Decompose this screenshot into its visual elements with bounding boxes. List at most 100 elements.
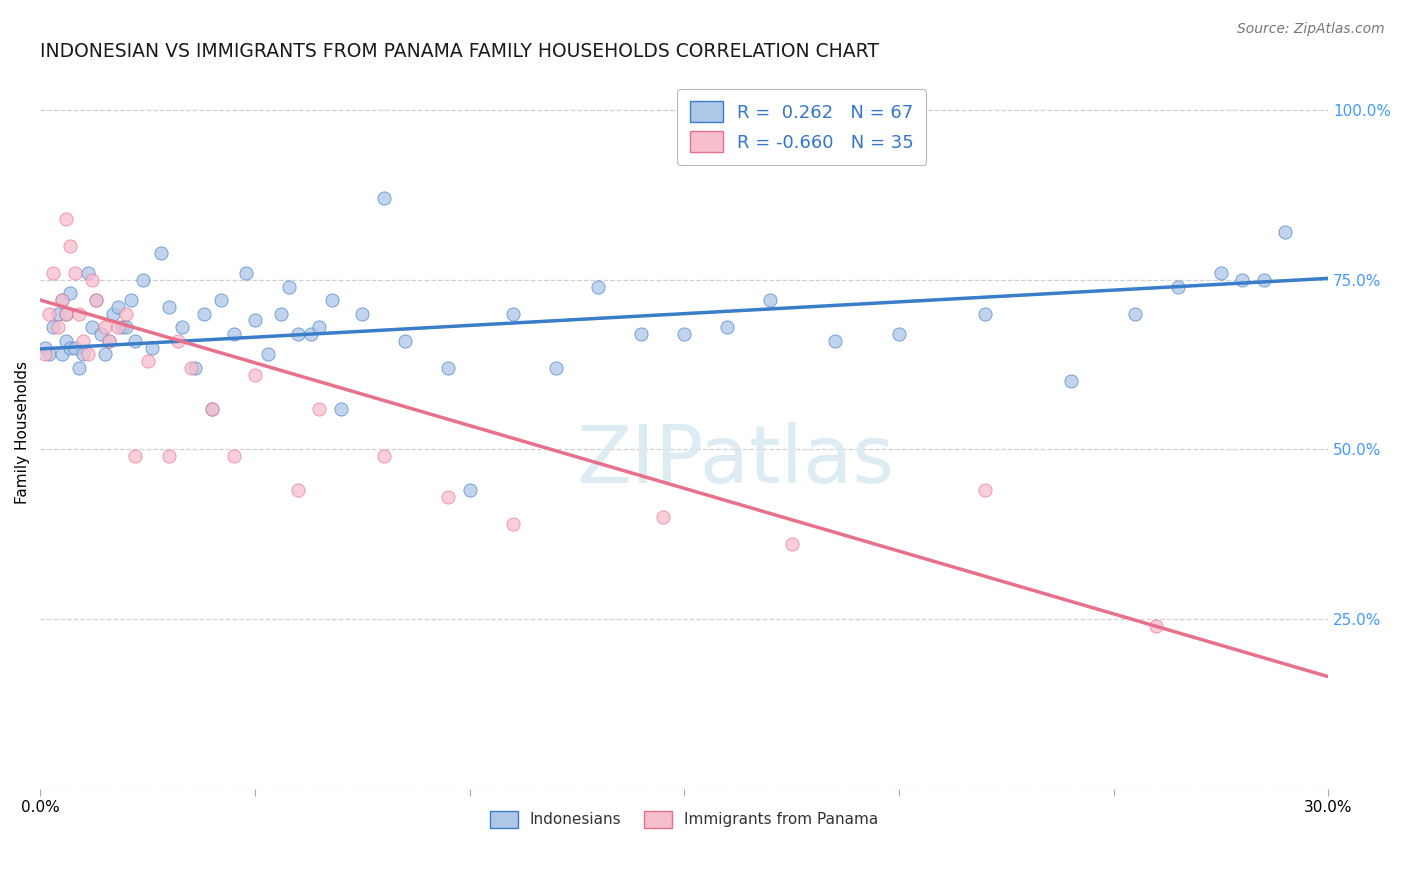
Point — [76, 266, 98, 280]
Point — [149, 245, 172, 260]
Point — [67, 360, 90, 375]
Point — [98, 334, 121, 348]
Point — [973, 307, 995, 321]
Point — [55, 307, 77, 321]
Point — [287, 326, 309, 341]
Point — [243, 368, 266, 382]
Point — [1232, 273, 1254, 287]
Legend: Indonesians, Immigrants from Panama: Indonesians, Immigrants from Panama — [484, 805, 884, 834]
Point — [38, 347, 60, 361]
Point — [94, 320, 117, 334]
Point — [394, 334, 416, 348]
Point — [157, 300, 180, 314]
Point — [651, 510, 673, 524]
Point — [1059, 375, 1081, 389]
Point — [46, 320, 69, 334]
Point — [502, 307, 524, 321]
Point — [716, 320, 738, 334]
Point — [42, 266, 65, 280]
Point — [180, 360, 202, 375]
Point — [55, 307, 77, 321]
Point — [352, 307, 374, 321]
Point — [759, 293, 782, 307]
Point — [824, 334, 846, 348]
Point — [80, 273, 103, 287]
Point — [257, 347, 280, 361]
Point — [59, 239, 82, 253]
Point — [132, 273, 155, 287]
Point — [630, 326, 652, 341]
Point — [59, 341, 82, 355]
Y-axis label: Family Households: Family Households — [15, 361, 30, 504]
Point — [222, 449, 245, 463]
Point — [141, 341, 163, 355]
Point — [1209, 266, 1232, 280]
Point — [373, 191, 395, 205]
Point — [124, 449, 146, 463]
Point — [299, 326, 322, 341]
Point — [222, 326, 245, 341]
Point — [1167, 279, 1189, 293]
Point — [59, 286, 82, 301]
Point — [46, 307, 69, 321]
Point — [502, 516, 524, 531]
Point — [136, 354, 159, 368]
Point — [235, 266, 257, 280]
Point — [84, 293, 107, 307]
Point — [98, 334, 121, 348]
Text: INDONESIAN VS IMMIGRANTS FROM PANAMA FAMILY HOUSEHOLDS CORRELATION CHART: INDONESIAN VS IMMIGRANTS FROM PANAMA FAM… — [41, 42, 879, 61]
Point — [51, 293, 73, 307]
Point — [1146, 618, 1168, 632]
Point — [63, 266, 86, 280]
Point — [103, 307, 125, 321]
Point — [1274, 225, 1296, 239]
Point — [111, 320, 134, 334]
Point — [55, 334, 77, 348]
Point — [72, 347, 94, 361]
Point — [278, 279, 301, 293]
Point — [544, 360, 567, 375]
Point — [308, 320, 330, 334]
Point — [107, 300, 129, 314]
Point — [437, 490, 460, 504]
Point — [115, 320, 138, 334]
Point — [157, 449, 180, 463]
Point — [1123, 307, 1146, 321]
Point — [437, 360, 460, 375]
Point — [67, 307, 90, 321]
Point — [170, 320, 193, 334]
Point — [201, 401, 224, 416]
Point — [209, 293, 232, 307]
Point — [887, 326, 910, 341]
Point — [84, 293, 107, 307]
Point — [201, 401, 224, 416]
Point — [72, 334, 94, 348]
Point — [243, 313, 266, 327]
Point — [287, 483, 309, 497]
Point — [329, 401, 352, 416]
Point — [321, 293, 343, 307]
Point — [588, 279, 610, 293]
Point — [184, 360, 207, 375]
Text: Source: ZipAtlas.com: Source: ZipAtlas.com — [1237, 22, 1385, 37]
Point — [51, 347, 73, 361]
Point — [124, 334, 146, 348]
Point — [51, 293, 73, 307]
Text: ZIPatlas: ZIPatlas — [576, 422, 894, 500]
Point — [1253, 273, 1275, 287]
Point — [42, 320, 65, 334]
Point — [270, 307, 292, 321]
Point — [63, 341, 86, 355]
Point — [94, 347, 117, 361]
Point — [120, 293, 142, 307]
Point — [373, 449, 395, 463]
Point — [80, 320, 103, 334]
Point — [38, 307, 60, 321]
Point — [458, 483, 481, 497]
Point — [34, 347, 56, 361]
Point — [780, 537, 803, 551]
Point — [673, 326, 696, 341]
Point — [166, 334, 188, 348]
Point — [115, 307, 138, 321]
Point — [55, 211, 77, 226]
